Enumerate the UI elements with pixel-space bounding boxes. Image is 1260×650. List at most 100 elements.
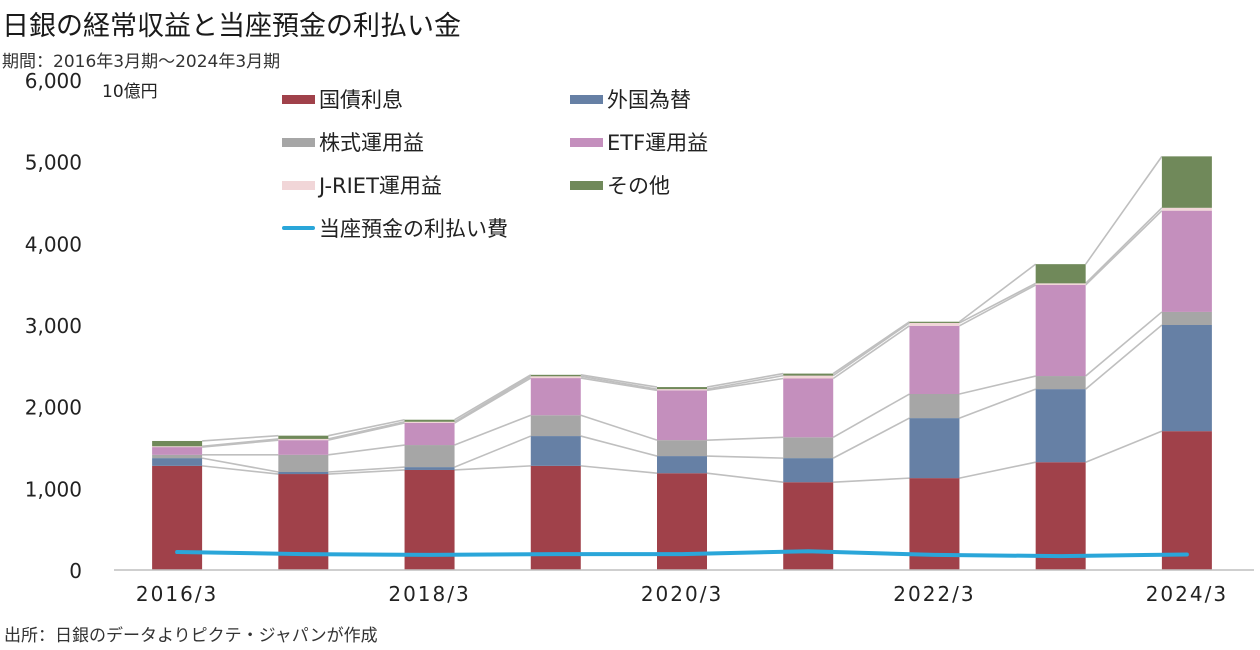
legend-swatch-jreit-gains	[282, 180, 315, 190]
bar-segment	[783, 437, 834, 459]
series-line-4	[328, 420, 405, 440]
bar-segment	[530, 376, 581, 379]
series-line-1	[201, 457, 279, 473]
bar-segment	[783, 458, 834, 483]
series-line-3	[1085, 210, 1163, 286]
bar-segment	[278, 438, 329, 441]
series-line-3	[202, 439, 279, 448]
series-line-5	[958, 263, 1037, 323]
series-line-4	[454, 375, 532, 423]
series-line-5	[202, 434, 279, 442]
y-tick-label: 6,000	[25, 69, 82, 93]
series-line-0	[580, 465, 658, 475]
bar-segment	[1161, 210, 1212, 312]
bar-segment	[1035, 376, 1086, 390]
legend-label: J-RIET運用益	[319, 174, 442, 198]
bar-segment	[278, 472, 329, 475]
chart-title: 日銀の経常収益と当座預金の利払い金	[2, 11, 461, 42]
bar-group-2017/3	[278, 435, 329, 570]
series-line-3	[328, 422, 405, 441]
interest-payment-line	[175, 549, 1189, 559]
legend-line-interest-payment	[282, 226, 315, 230]
bar-segment	[783, 375, 834, 379]
bar-segment	[1035, 462, 1086, 570]
series-line-3	[454, 377, 532, 424]
series-line-5	[706, 372, 784, 388]
series-line-0	[706, 472, 784, 484]
legend-swatch-jgb-interest	[282, 94, 315, 104]
series-line-0	[202, 465, 279, 475]
series-line-1	[959, 388, 1036, 419]
series-line-5	[454, 374, 532, 421]
series-line-1	[1085, 324, 1163, 390]
legend-item-other: その他	[570, 170, 670, 200]
bar-segment	[530, 374, 581, 377]
series-line-3	[580, 377, 658, 392]
series-line-2	[706, 436, 784, 441]
series-line-1	[328, 466, 405, 473]
series-line-4	[580, 375, 658, 390]
bar-segment	[909, 325, 960, 395]
bar-segment	[657, 456, 707, 474]
bar-group-2019/3	[530, 374, 581, 570]
bar-segment	[1161, 431, 1212, 570]
bar-segment	[1161, 325, 1212, 432]
bar-segment	[1161, 207, 1212, 211]
bar-segment	[278, 435, 329, 439]
series-line-3	[832, 325, 910, 380]
bar-segment	[783, 482, 834, 570]
legend-swatch-foreign-exchange	[570, 94, 603, 104]
bar-group-2020/3	[657, 387, 707, 570]
legend-label: 外国為替	[607, 88, 691, 112]
legend-label: ETF運用益	[607, 131, 709, 155]
legend-label: 国債利息	[319, 88, 403, 112]
series-line-1	[832, 417, 910, 459]
bar-group-2024/3	[1161, 156, 1212, 570]
series-line-1	[706, 455, 784, 459]
series-line-2	[959, 375, 1036, 395]
legend-item-interest-payment: 当座預金の利払い費	[282, 213, 508, 243]
bar-group-2023/3	[1035, 264, 1086, 570]
chart-subtitle: 期間：2016年3月期～2024年3月期	[2, 52, 281, 72]
series-line-0	[833, 477, 910, 484]
series-line-4	[832, 322, 910, 377]
bar-segment	[1161, 311, 1212, 325]
series-line-5	[580, 374, 658, 388]
series-line-3	[706, 377, 784, 392]
bar-segment	[657, 440, 707, 457]
bar-segment	[909, 418, 960, 479]
x-tick-label: 2018/3	[388, 582, 470, 606]
bar-segment	[783, 373, 834, 376]
bar-segment	[909, 321, 960, 323]
source-note: 出所：日銀のデータよりピクテ・ジャパンが作成	[4, 626, 378, 646]
series-line-3	[959, 284, 1037, 327]
bar-segment	[278, 440, 329, 455]
series-line-4	[1085, 207, 1163, 284]
x-tick-label: 2022/3	[893, 582, 975, 606]
series-line-4	[202, 438, 279, 448]
bar-segment	[404, 419, 455, 422]
y-tick-label: 2,000	[25, 396, 82, 420]
bar-segment	[909, 394, 960, 419]
series-line-4	[959, 282, 1037, 324]
series-line-0	[1085, 430, 1163, 463]
y-tick-label: 0	[69, 559, 82, 583]
legend-label: 株式運用益	[319, 131, 424, 155]
y-tick-label: 5,000	[25, 151, 82, 175]
legend-item-foreign-exchange: 外国為替	[570, 84, 691, 114]
bar-segment	[1161, 156, 1212, 208]
y-axis-unit-label: 10億円	[102, 82, 158, 102]
bar-segment	[783, 378, 834, 438]
series-line-5	[832, 321, 910, 375]
legend-label: その他	[607, 174, 670, 198]
bar-segment	[152, 458, 203, 466]
bar-segment	[404, 467, 455, 470]
bar-segment	[657, 390, 707, 441]
bar-group-2018/3	[404, 419, 455, 570]
bar-segment	[152, 447, 203, 455]
bar-segment	[1035, 264, 1086, 284]
series-line-5	[328, 418, 405, 437]
bar-segment	[530, 415, 581, 437]
x-tick-label: 2016/3	[136, 582, 218, 606]
bar-segment	[152, 454, 203, 459]
